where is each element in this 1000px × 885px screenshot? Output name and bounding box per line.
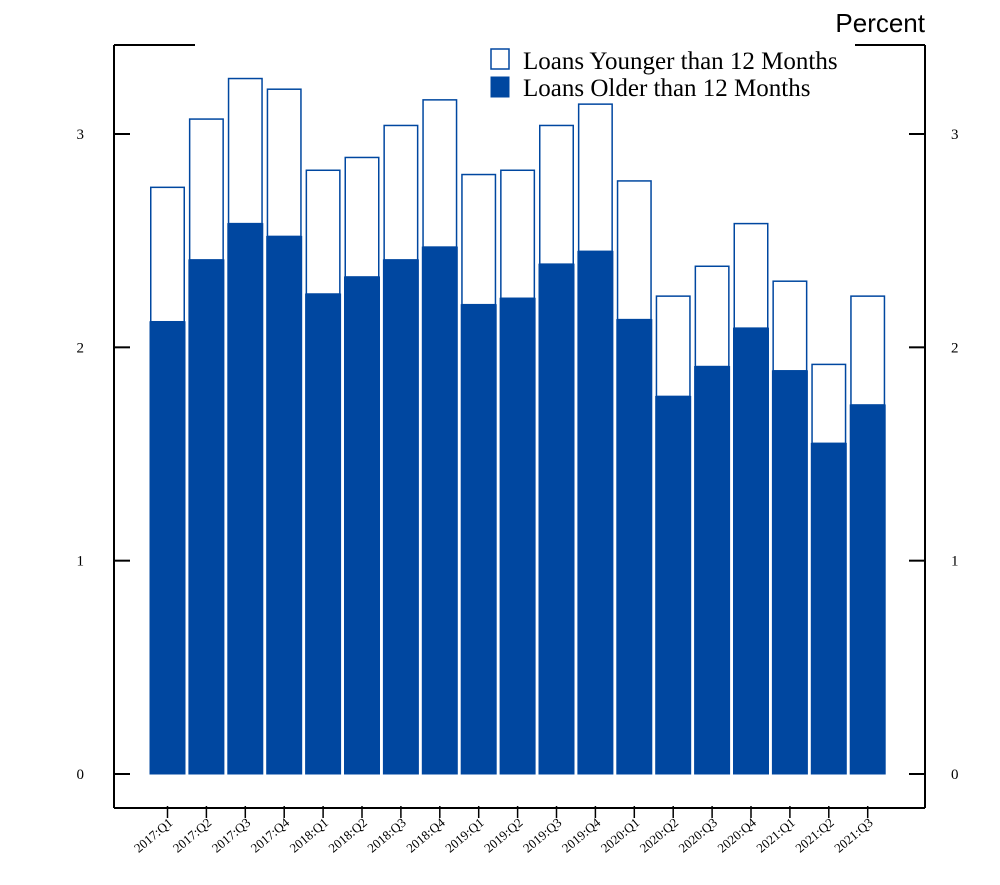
x-tick-label-2017:Q2: 2017:Q2 [170, 815, 214, 856]
bar-older-2019:Q1 [460, 304, 497, 775]
x-tick-label-2021:Q2: 2021:Q2 [792, 815, 836, 856]
y-tick-label-left-0: 0 [77, 767, 85, 783]
x-tick-label-2018:Q1: 2018:Q1 [287, 815, 331, 856]
legend-label-younger: Loans Younger than 12 Months [523, 48, 838, 75]
bar-older-2020:Q4 [733, 327, 769, 775]
y-tick-label-right-3: 3 [951, 127, 959, 143]
unit-label: Percent [835, 8, 925, 38]
bar-older-2017:Q4 [266, 235, 303, 775]
bar-younger-2018:Q1 [305, 169, 341, 295]
bar-younger-2021:Q1 [772, 280, 808, 372]
y-tick-label-left-1: 1 [77, 554, 85, 570]
bar-younger-2020:Q2 [655, 295, 691, 398]
y-axis-left-ticks: 0 1 2 3 [77, 127, 130, 783]
x-tick-label-2020:Q2: 2020:Q2 [637, 815, 681, 856]
bar-older-2021:Q3 [849, 404, 886, 775]
bar-younger-2021:Q2 [811, 363, 847, 445]
x-tick-label-2018:Q2: 2018:Q2 [325, 815, 369, 856]
bar-older-2018:Q1 [305, 293, 342, 775]
bar-older-2018:Q4 [421, 246, 458, 775]
legend-swatch-younger [490, 48, 510, 70]
x-tick-label-2021:Q3: 2021:Q3 [831, 815, 875, 856]
bar-younger-2017:Q2 [188, 118, 224, 261]
bar-older-2019:Q2 [499, 297, 536, 775]
x-tick-label-2019:Q2: 2019:Q2 [481, 815, 525, 856]
x-tick-label-2019:Q3: 2019:Q3 [520, 815, 564, 856]
bar-older-2020:Q2 [655, 395, 692, 775]
bar-older-2020:Q1 [616, 319, 653, 775]
y-tick-label-right-2: 2 [951, 340, 959, 356]
bars [149, 77, 886, 775]
bar-younger-2021:Q3 [850, 295, 886, 406]
bar-younger-2020:Q4 [733, 222, 769, 329]
bar-younger-2019:Q4 [577, 103, 613, 253]
bar-older-2019:Q3 [538, 263, 575, 775]
bar-younger-2019:Q3 [539, 124, 574, 265]
bar-older-2018:Q2 [344, 276, 380, 775]
bar-older-2019:Q4 [577, 250, 614, 775]
bar-older-2021:Q2 [810, 442, 847, 775]
legend-label-older: Loans Older than 12 Months [523, 75, 810, 102]
x-tick-label-2020:Q4: 2020:Q4 [714, 814, 759, 855]
x-tick-label-2021:Q1: 2021:Q1 [753, 815, 797, 856]
x-tick-label-2020:Q3: 2020:Q3 [676, 815, 720, 856]
bar-older-2018:Q3 [382, 259, 419, 775]
x-tick-label-2018:Q3: 2018:Q3 [364, 815, 408, 856]
y-axis-right-ticks: 0 1 2 3 [909, 127, 959, 783]
bar-older-2017:Q2 [188, 259, 225, 775]
x-tick-label-2019:Q4: 2019:Q4 [559, 814, 604, 855]
bar-younger-2017:Q4 [266, 88, 302, 238]
x-tick-label-2017:Q3: 2017:Q3 [209, 815, 253, 856]
bar-younger-2019:Q1 [461, 173, 497, 306]
y-tick-label-right-1: 1 [951, 554, 959, 570]
bar-older-2021:Q1 [771, 370, 808, 775]
x-tick-label-2017:Q1: 2017:Q1 [131, 815, 175, 856]
legend-swatch-older [490, 76, 510, 98]
bar-younger-2020:Q3 [694, 265, 730, 368]
bar-older-2017:Q3 [227, 223, 264, 775]
x-tick-label-2017:Q4: 2017:Q4 [248, 814, 293, 855]
x-tick-label-2018:Q4: 2018:Q4 [403, 814, 448, 855]
bar-younger-2018:Q4 [422, 99, 458, 248]
bar-younger-2018:Q3 [383, 124, 419, 261]
x-tick-label-2020:Q1: 2020:Q1 [598, 815, 642, 856]
y-tick-label-right-0: 0 [951, 767, 959, 783]
bar-younger-2019:Q2 [500, 169, 536, 300]
x-tick-label-2019:Q1: 2019:Q1 [442, 815, 486, 856]
y-tick-label-left-2: 2 [77, 340, 85, 356]
bar-younger-2017:Q3 [227, 77, 263, 225]
bar-younger-2018:Q2 [344, 156, 380, 278]
bar-younger-2020:Q1 [616, 180, 652, 321]
bar-older-2020:Q3 [694, 366, 731, 775]
axes [113, 44, 926, 809]
bar-older-2017:Q1 [149, 321, 186, 775]
bar-younger-2017:Q1 [150, 186, 185, 323]
x-axis-ticks: 2017:Q12017:Q22017:Q32017:Q42018:Q12018:… [131, 806, 876, 856]
y-tick-label-left-3: 3 [77, 127, 85, 143]
